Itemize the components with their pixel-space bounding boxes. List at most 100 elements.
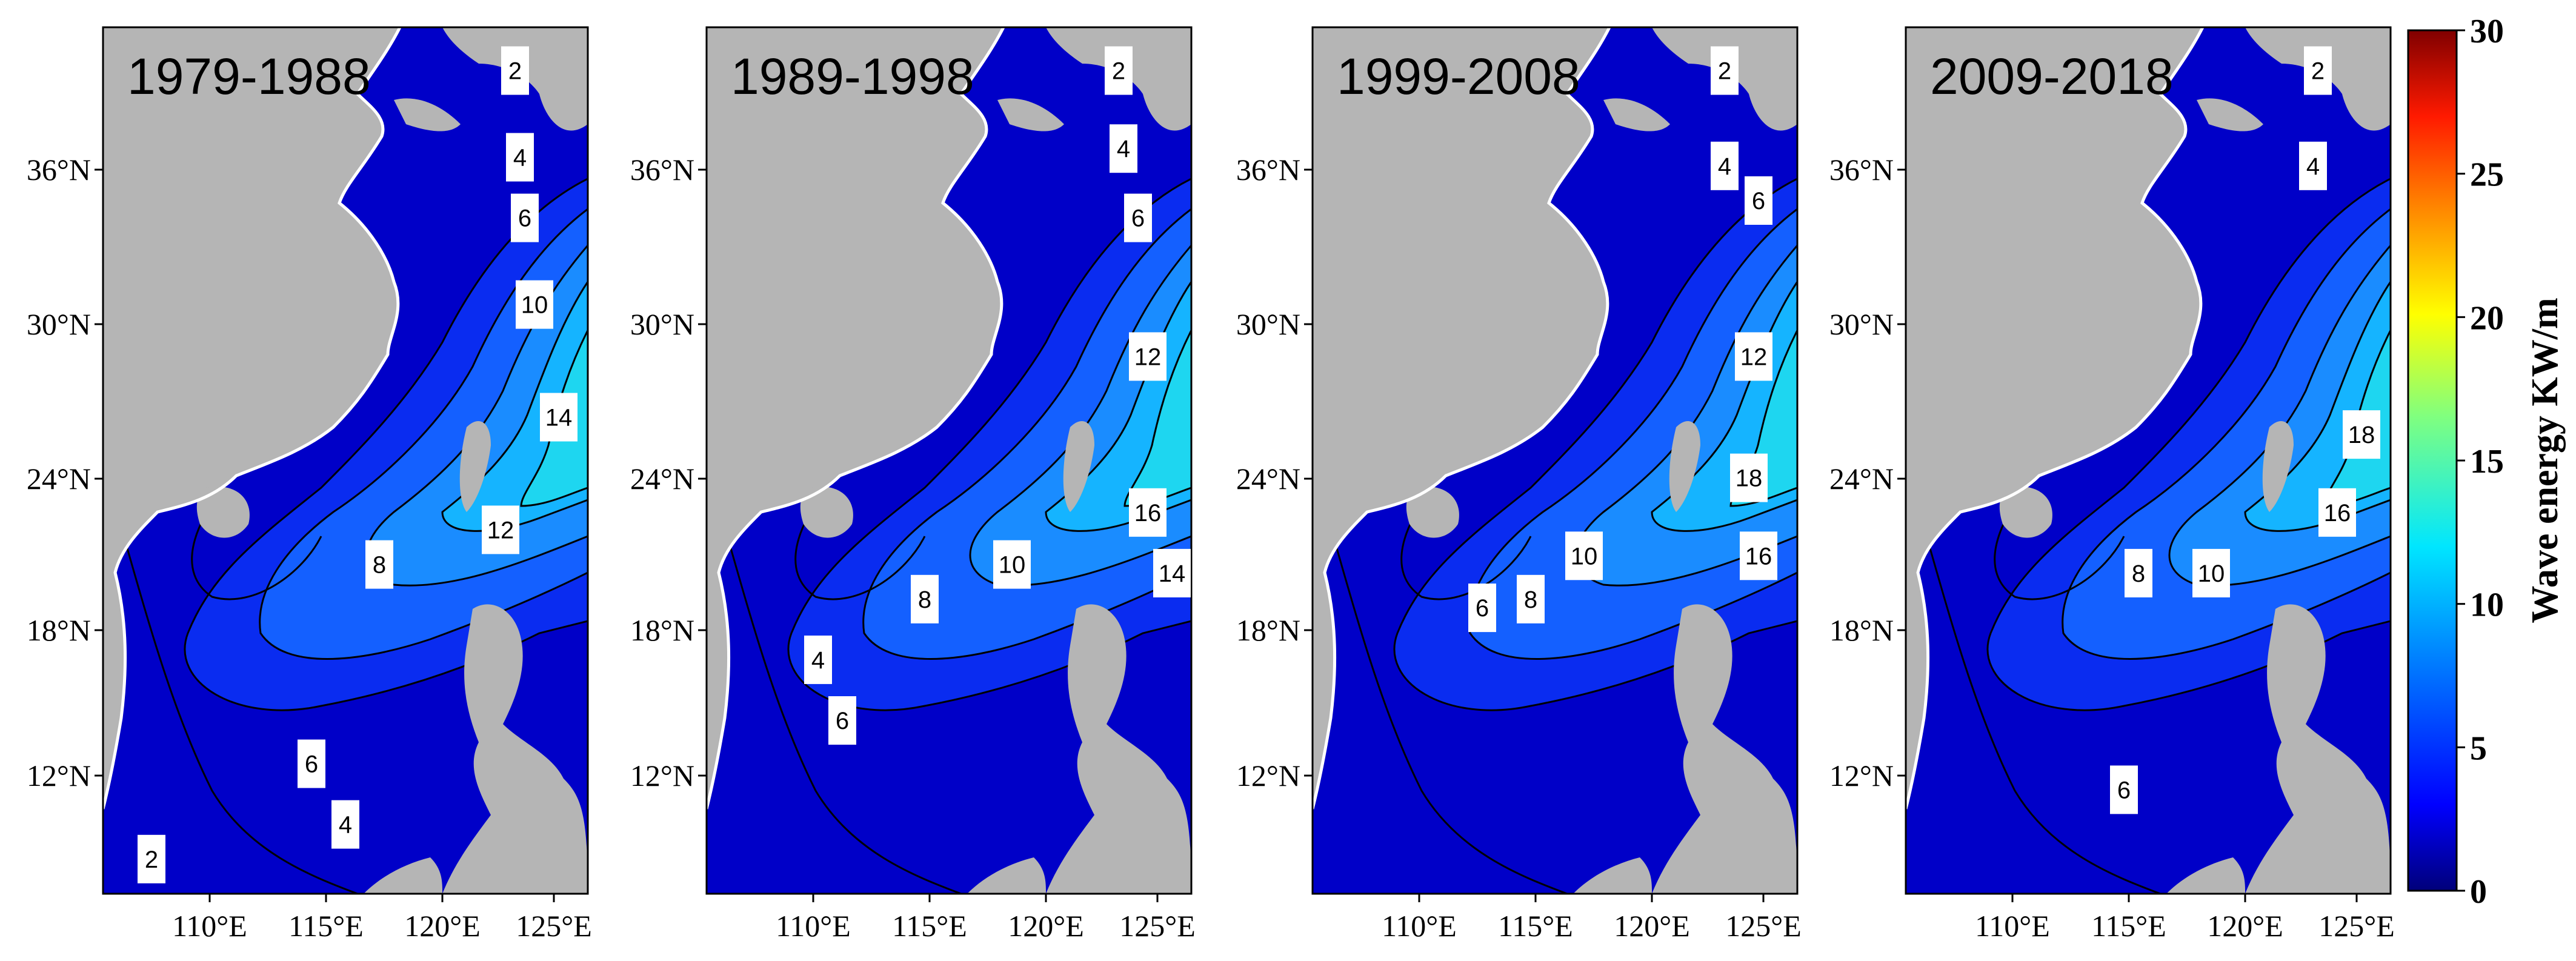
contour-label-box — [1711, 46, 1739, 95]
contour-label: 16 — [2324, 500, 2351, 527]
panel-title: 2009-2018 — [1930, 48, 2174, 105]
contour-label: 6 — [518, 205, 531, 232]
contour-label-box — [828, 696, 856, 745]
contour-label: 8 — [1524, 587, 1537, 613]
colorbar-tick-label: 20 — [2470, 299, 2504, 337]
panel-title: 1999-2008 — [1337, 48, 1580, 105]
contour-label: 10 — [1571, 543, 1598, 570]
contour-label: 2 — [145, 846, 158, 873]
contour-label-box — [2318, 488, 2356, 537]
contour-label: 2 — [1112, 58, 1125, 85]
lat-tick-label: 12°N — [1236, 759, 1300, 793]
contour-label-box — [1735, 332, 1772, 381]
contour-label-box — [1745, 176, 1772, 225]
contour-label-box — [511, 193, 539, 242]
lat-tick-label: 24°N — [1829, 462, 1894, 496]
contour-label: 18 — [1736, 465, 1763, 492]
lat-tick-label: 24°N — [27, 462, 91, 496]
map-frame — [705, 26, 1193, 895]
lon-tick-label: 125°E — [1119, 909, 1196, 943]
lon-tick-label: 120°E — [2207, 909, 2283, 943]
contour-label: 6 — [1476, 595, 1489, 622]
lon-tick-label: 125°E — [1725, 909, 1802, 943]
contour-label-box — [1153, 548, 1191, 597]
contour-label: 4 — [1117, 136, 1130, 162]
contour-label: 6 — [836, 708, 849, 734]
contour-label-box — [2299, 141, 2327, 190]
contour-label-box — [1105, 46, 1133, 95]
contour-label: 4 — [2306, 153, 2320, 180]
lon-tick-label: 115°E — [892, 909, 967, 943]
map-panel-2: 1989-1998 2 4 6 12 16 14 10 8 4 6 36°N 30°N 24°N 18°N 1… — [630, 26, 1196, 943]
lat-tick-label: 18°N — [1829, 613, 1894, 647]
contour-label: 2 — [508, 58, 522, 85]
lat-tick-label: 30°N — [630, 307, 694, 341]
contour-label: 12 — [1740, 344, 1768, 370]
contour-label-box — [1124, 193, 1152, 242]
map-panel-1: 1979-1988 2 4 6 10 14 12 8 6 4 2 36°N 30°N 24°N 18°N 12… — [27, 26, 592, 943]
colorbar-tick-label: 25 — [2470, 156, 2504, 194]
colorbar-title: Wave energy KW/m — [2524, 298, 2566, 623]
contour-label: 8 — [2132, 560, 2145, 587]
map-panel-4: 2009-2018 2 4 18 16 10 8 6 36°N 30°N 24°N 18°N 12°N 1… — [1829, 26, 2395, 943]
lon-tick-label: 120°E — [1614, 909, 1690, 943]
contour-label-box — [2125, 548, 2152, 597]
contour-label: 4 — [811, 647, 825, 674]
contour-label: 6 — [1752, 188, 1765, 214]
contour-label: 6 — [305, 751, 318, 778]
lon-tick-label: 110°E — [172, 909, 247, 943]
contour-label-box — [365, 540, 393, 589]
colorbar-tick-label: 15 — [2470, 443, 2504, 480]
contour-label-box — [482, 505, 519, 554]
panel-title: 1979-1988 — [127, 48, 371, 105]
map-frame — [102, 26, 589, 895]
contour-label: 16 — [1745, 543, 1772, 570]
lat-tick-label: 36°N — [1236, 153, 1300, 187]
lon-tick-label: 120°E — [404, 909, 481, 943]
map-frame — [1905, 26, 2392, 895]
lat-tick-label: 24°N — [1236, 462, 1300, 496]
contour-label: 16 — [1134, 500, 1162, 527]
contour-label: 18 — [2348, 422, 2375, 448]
contour-label-box — [911, 574, 939, 623]
contour-label-box — [1468, 584, 1496, 633]
lat-tick-label: 24°N — [630, 462, 694, 496]
lat-tick-label: 18°N — [1236, 613, 1300, 647]
lon-tick-label: 110°E — [776, 909, 851, 943]
colorbar-tick-label: 30 — [2470, 13, 2504, 50]
contour-label-box — [2343, 410, 2380, 459]
lat-tick-label: 12°N — [27, 759, 91, 793]
contour-label-box — [516, 280, 553, 329]
map-frame — [1311, 26, 1799, 895]
contour-label: 10 — [999, 552, 1026, 579]
contour-label-box — [1517, 574, 1545, 623]
contour-label-box — [501, 46, 529, 95]
contour-label-box — [2110, 765, 2138, 814]
contour-label: 10 — [521, 292, 548, 319]
contour-label-box — [1129, 332, 1167, 381]
colorbar-tick-label: 10 — [2470, 587, 2504, 624]
contour-label-box — [1110, 124, 1137, 173]
contour-label: 8 — [918, 587, 931, 613]
lat-tick-label: 12°N — [1829, 759, 1894, 793]
contour-label-box — [138, 834, 165, 883]
contour-label-box — [506, 133, 534, 182]
map-panel-3: 1999-2008 246121816108636°N30°N24°N18°N12… — [1236, 26, 1802, 943]
panel-title: 1989-1998 — [731, 48, 974, 105]
colorbar-tick-label: 5 — [2470, 730, 2487, 767]
lon-tick-label: 125°E — [516, 909, 592, 943]
contour-label: 6 — [1131, 205, 1145, 232]
contour-label-box — [298, 739, 325, 788]
contour-label: 8 — [373, 552, 386, 579]
lat-tick-label: 12°N — [630, 759, 694, 793]
lon-tick-label: 125°E — [2318, 909, 2395, 943]
contour-label-box — [804, 635, 832, 684]
lat-tick-label: 30°N — [27, 307, 91, 341]
lon-tick-label: 110°E — [1975, 909, 2050, 943]
contour-label: 4 — [1718, 153, 1731, 180]
contour-label: 10 — [2198, 560, 2225, 587]
colorbar-tick-label: 0 — [2470, 873, 2487, 911]
contour-label-box — [993, 540, 1031, 589]
contour-label: 2 — [2311, 58, 2325, 85]
